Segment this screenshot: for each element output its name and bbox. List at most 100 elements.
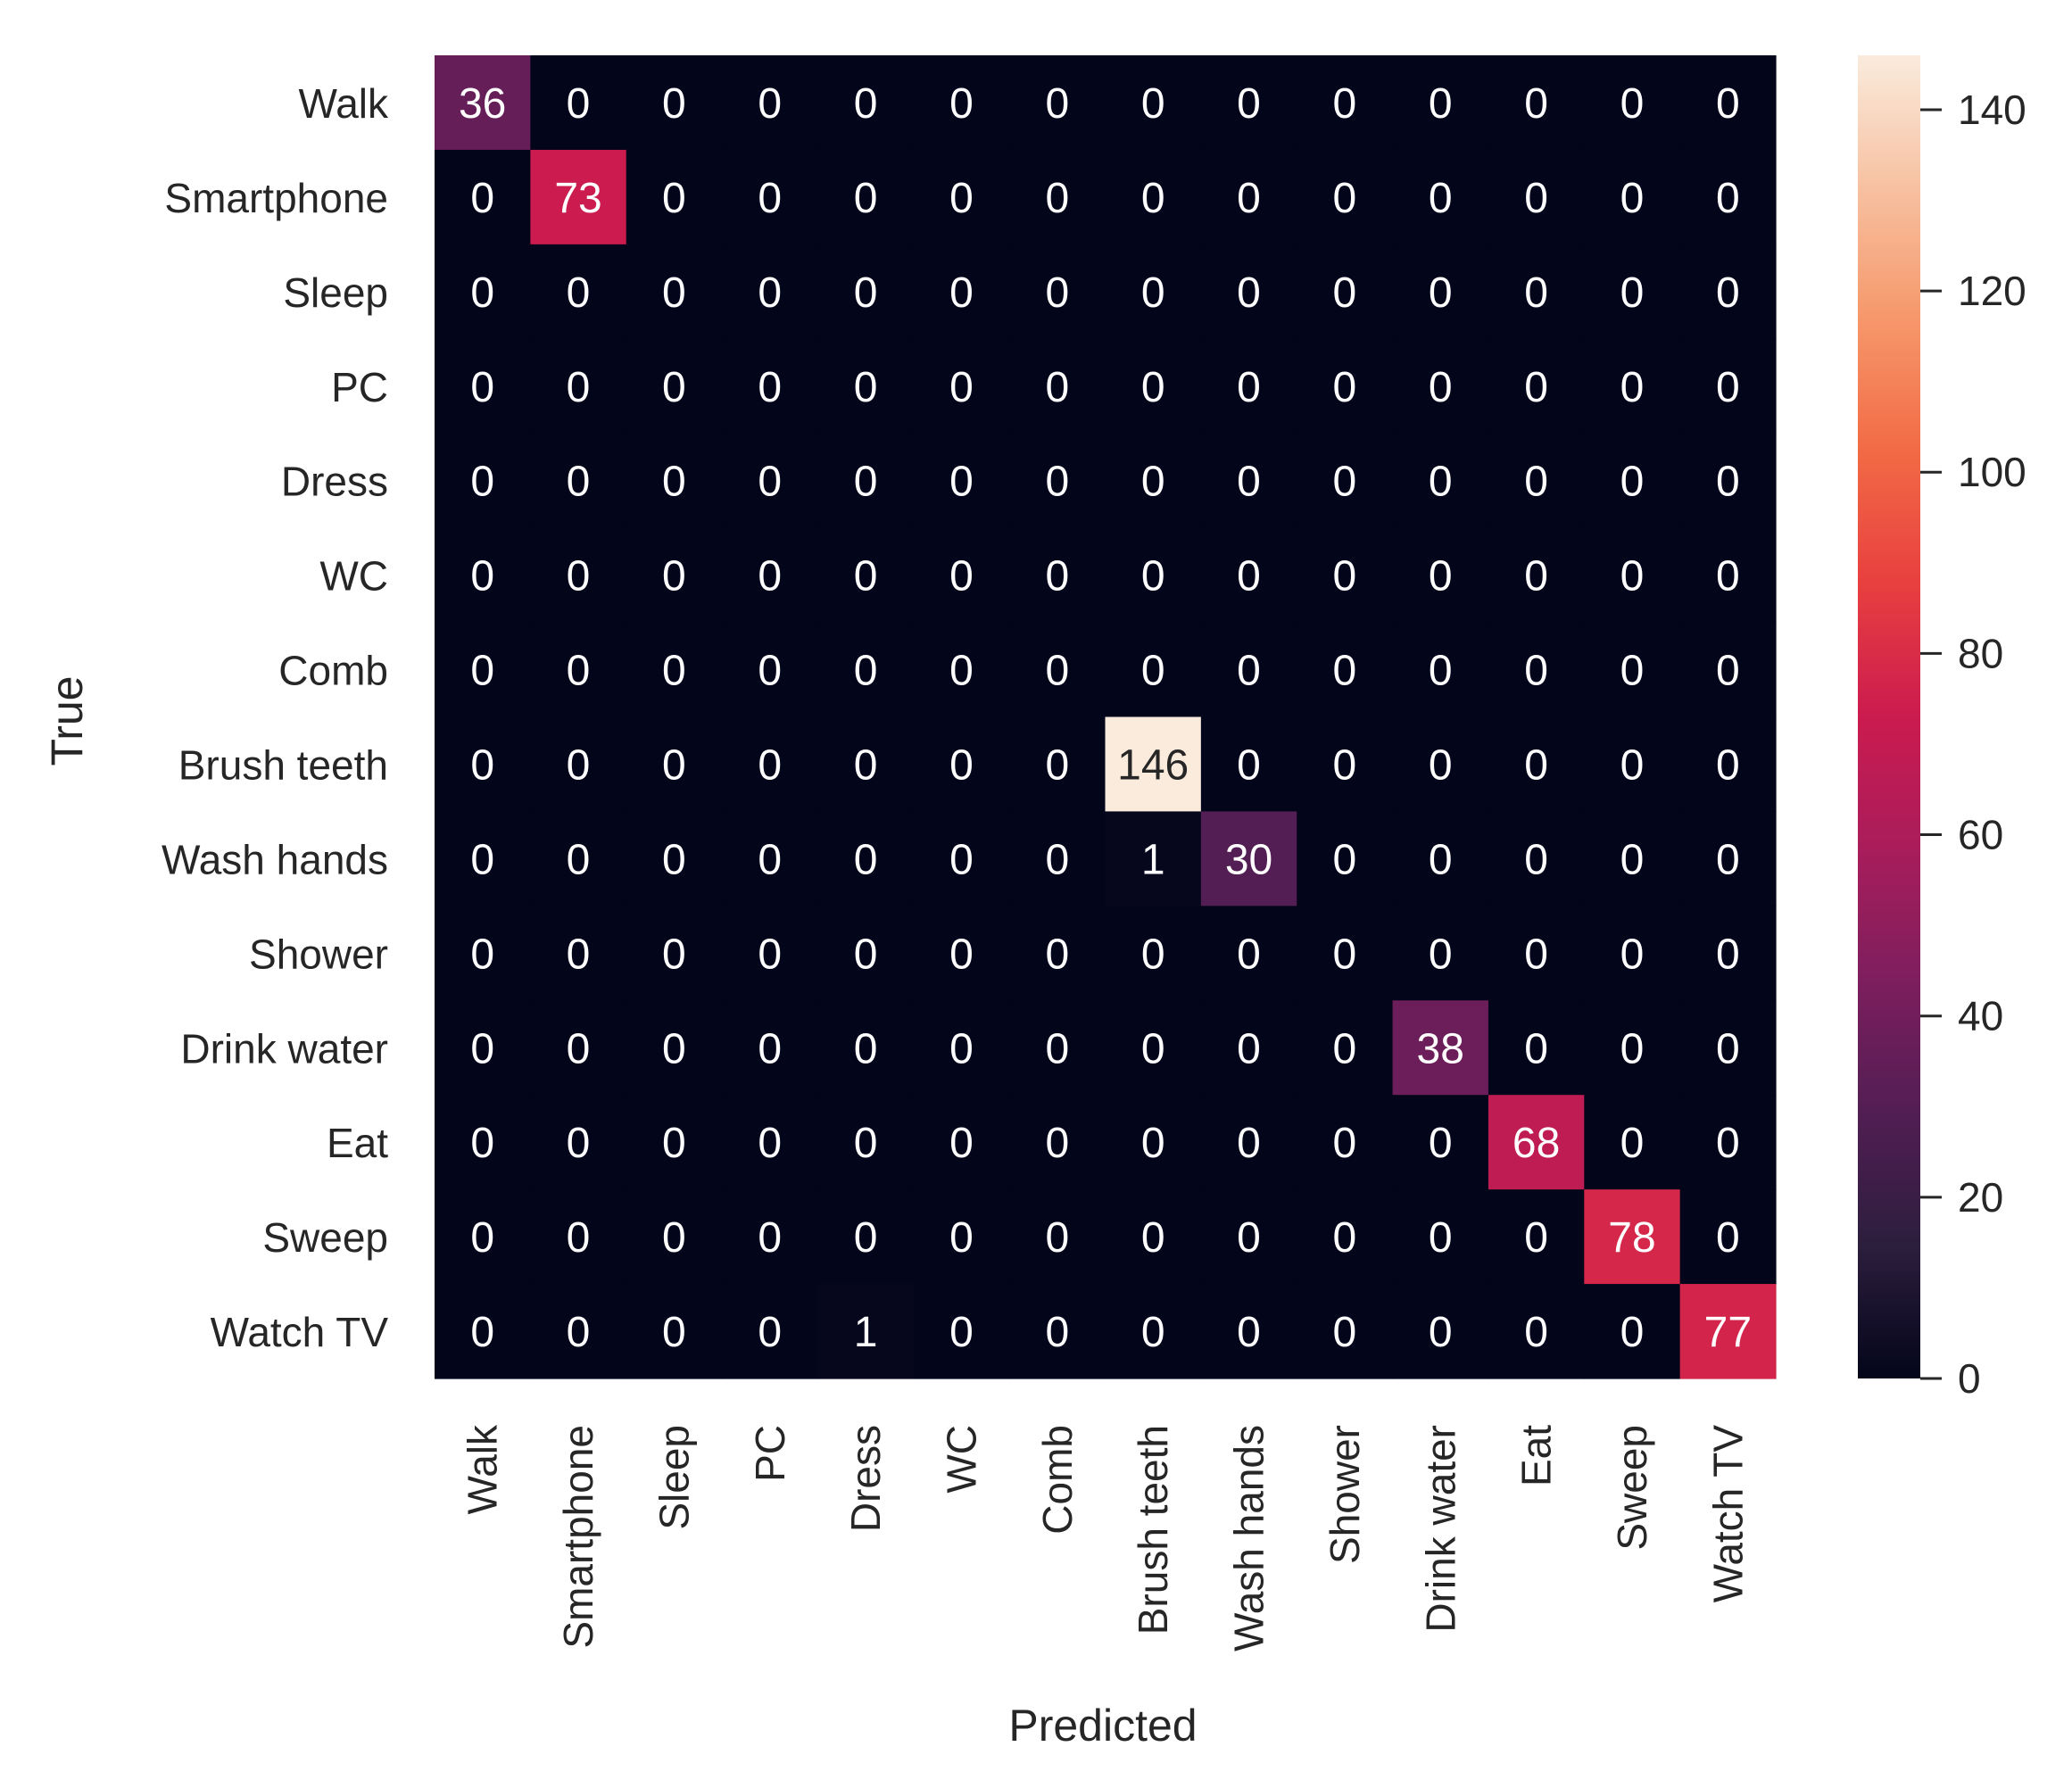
heatmap-cell	[1297, 244, 1394, 340]
cell-annotation: 0	[1237, 80, 1261, 128]
cell-annotation: 0	[854, 269, 878, 317]
cell-annotation: 0	[854, 741, 878, 789]
heatmap-cell	[817, 244, 915, 340]
cell-annotation: 0	[854, 80, 878, 128]
cell-annotation: 0	[854, 1025, 878, 1072]
cell-annotation: 0	[1045, 648, 1069, 695]
cell-annotation: 0	[1141, 1025, 1165, 1072]
cell-annotation: 0	[1141, 364, 1165, 411]
heatmap-cell	[435, 906, 531, 1001]
cell-annotation: 0	[1524, 553, 1548, 600]
heatmap-cell	[1488, 716, 1585, 813]
heatmap-cell	[1488, 906, 1585, 1001]
heatmap-cell	[1200, 622, 1297, 718]
cell-annotation: 0	[1333, 648, 1357, 695]
cell-annotation: 0	[662, 1309, 686, 1356]
y-axis-label: True	[42, 676, 92, 766]
heatmap-cell	[435, 811, 531, 906]
cell-annotation: 0	[1429, 459, 1453, 506]
x-tick-label: Dress	[842, 1425, 889, 1532]
heatmap-cell	[1009, 338, 1106, 435]
heatmap-cell	[1584, 527, 1681, 624]
cell-annotation: 0	[1333, 80, 1357, 128]
cell-annotation: 0	[1333, 1120, 1357, 1167]
heatmap-cell	[722, 1095, 819, 1190]
heatmap-cell	[1584, 1095, 1681, 1190]
heatmap-cell	[1297, 55, 1394, 151]
cell-annotation: 38	[1417, 1025, 1464, 1072]
cell-annotation: 0	[1429, 648, 1453, 695]
cell-annotation: 0	[567, 1120, 591, 1167]
heatmap-cell	[626, 433, 723, 529]
heatmap-cell	[722, 338, 819, 435]
heatmap-cell	[435, 244, 531, 340]
cell-annotation: 0	[758, 175, 782, 222]
heatmap-cell	[1679, 527, 1777, 624]
cell-annotation: 0	[567, 1025, 591, 1072]
cell-annotation: 0	[854, 459, 878, 506]
heatmap-cell	[530, 622, 627, 718]
cell-annotation: 0	[1716, 80, 1740, 128]
cell-annotation: 0	[758, 553, 782, 600]
heatmap-cell	[1009, 1189, 1106, 1285]
y-tick-label: Sweep	[262, 1214, 388, 1261]
cell-annotation: 0	[854, 648, 878, 695]
cell-annotation: 0	[1524, 1214, 1548, 1262]
heatmap-cell	[1297, 1095, 1394, 1190]
cell-annotation: 0	[854, 1214, 878, 1262]
cell-annotation: 0	[662, 1214, 686, 1262]
heatmap-cell	[722, 1000, 819, 1096]
cell-annotation: 0	[758, 80, 782, 128]
heatmap-cell	[1488, 55, 1585, 151]
cell-annotation: 0	[1620, 1025, 1645, 1072]
heatmap-cell	[435, 1189, 531, 1285]
heatmap-cell	[1200, 433, 1297, 529]
heatmap-cell	[1392, 1189, 1489, 1285]
heatmap-cell	[626, 527, 723, 624]
heatmap-cell	[1679, 244, 1777, 340]
heatmap-cell	[435, 1284, 531, 1379]
heatmap-cell	[1200, 55, 1297, 151]
heatmap-cell	[1392, 433, 1489, 529]
heatmap-cell	[913, 1284, 1010, 1379]
x-tick-label: WC	[938, 1425, 984, 1494]
heatmap-cell	[722, 244, 819, 340]
cell-annotation: 0	[854, 836, 878, 883]
cell-annotation: 0	[470, 459, 494, 506]
cell-annotation: 0	[1333, 364, 1357, 411]
heatmap-cell	[626, 1095, 723, 1190]
cell-annotation: 0	[1716, 931, 1740, 978]
cell-annotation: 0	[1237, 931, 1261, 978]
heatmap-cell	[1679, 433, 1777, 529]
cell-annotation: 0	[1620, 553, 1645, 600]
cell-annotation: 146	[1117, 741, 1189, 789]
cell-annotation: 0	[470, 364, 494, 411]
heatmap-cell	[1679, 906, 1777, 1001]
heatmap-cell	[1105, 433, 1202, 529]
cell-annotation: 0	[1620, 1120, 1645, 1167]
heatmap-cell	[1679, 149, 1777, 245]
heatmap-cell	[1584, 338, 1681, 435]
cell-annotation: 0	[1716, 1214, 1740, 1262]
heatmap-cell	[817, 622, 915, 718]
cell-annotation: 0	[567, 364, 591, 411]
cell-annotation: 0	[758, 1309, 782, 1356]
cell-annotation: 0	[662, 80, 686, 128]
cell-annotation: 0	[1716, 1120, 1740, 1167]
cell-annotation: 0	[567, 1214, 591, 1262]
cell-annotation: 0	[1429, 269, 1453, 317]
heatmap-cell	[1200, 149, 1297, 245]
x-tick-label: Walk	[460, 1424, 506, 1515]
cell-annotation: 0	[1333, 836, 1357, 883]
cell-annotation: 0	[1237, 269, 1261, 317]
heatmap-cell	[1009, 716, 1106, 813]
cell-annotation: 0	[1045, 175, 1069, 222]
heatmap-cell	[1297, 149, 1394, 245]
heatmap-cell	[1200, 244, 1297, 340]
cell-annotation: 0	[1045, 1025, 1069, 1072]
cell-annotation: 0	[1524, 836, 1548, 883]
cell-annotation: 0	[949, 269, 974, 317]
cell-annotation: 0	[1237, 175, 1261, 222]
heatmap-cell	[722, 149, 819, 245]
